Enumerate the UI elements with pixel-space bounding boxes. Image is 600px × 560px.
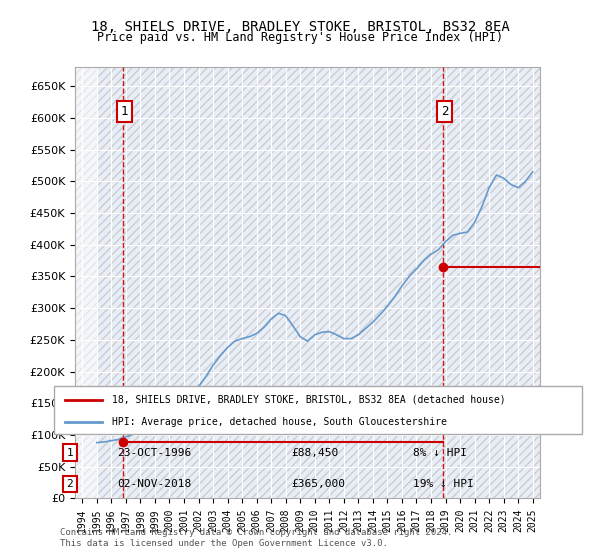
Text: 23-OCT-1996: 23-OCT-1996 [118, 448, 191, 458]
Text: 2: 2 [441, 105, 448, 118]
Text: 02-NOV-2018: 02-NOV-2018 [118, 479, 191, 489]
Text: £88,450: £88,450 [292, 448, 339, 458]
Text: Contains HM Land Registry data © Crown copyright and database right 2024.
This d: Contains HM Land Registry data © Crown c… [60, 528, 452, 548]
FancyBboxPatch shape [54, 386, 582, 434]
Text: 8% ↓ HPI: 8% ↓ HPI [413, 448, 467, 458]
Text: 2: 2 [67, 479, 73, 489]
Bar [75, 67, 97, 498]
Text: £365,000: £365,000 [292, 479, 346, 489]
Text: 1: 1 [67, 448, 73, 458]
Text: 1: 1 [121, 105, 128, 118]
Text: 18, SHIELS DRIVE, BRADLEY STOKE, BRISTOL, BS32 8EA (detached house): 18, SHIELS DRIVE, BRADLEY STOKE, BRISTOL… [112, 395, 506, 405]
Text: Price paid vs. HM Land Registry's House Price Index (HPI): Price paid vs. HM Land Registry's House … [97, 31, 503, 44]
Text: 19% ↓ HPI: 19% ↓ HPI [413, 479, 474, 489]
Text: 18, SHIELS DRIVE, BRADLEY STOKE, BRISTOL, BS32 8EA: 18, SHIELS DRIVE, BRADLEY STOKE, BRISTOL… [91, 20, 509, 34]
Text: HPI: Average price, detached house, South Gloucestershire: HPI: Average price, detached house, Sout… [112, 417, 447, 427]
